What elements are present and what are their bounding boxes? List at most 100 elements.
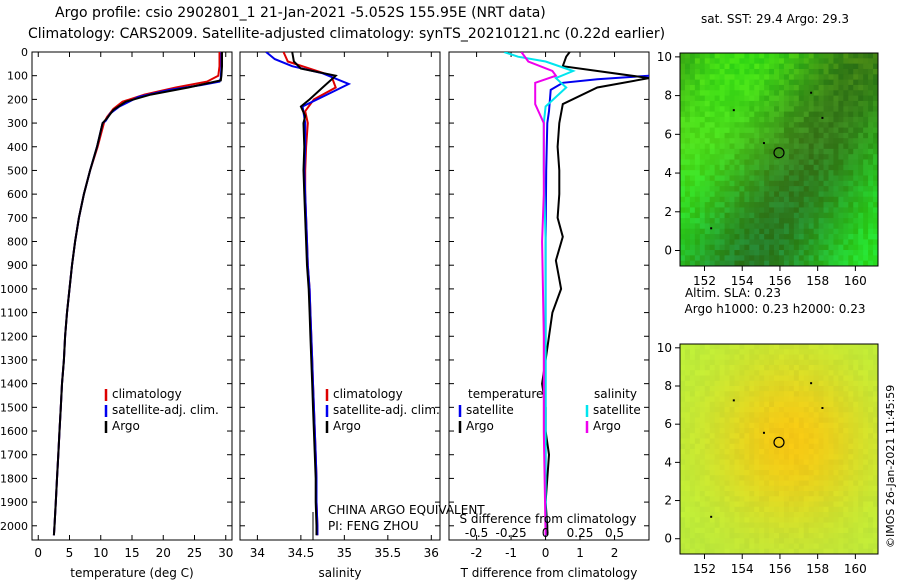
- heatmap-cell: [863, 255, 869, 262]
- heatmap-cell: [838, 443, 844, 450]
- heatmap-cell: [863, 180, 869, 187]
- heatmap-cell: [744, 53, 750, 59]
- heatmap-cell: [759, 475, 765, 481]
- heatmap-cell: [724, 470, 730, 476]
- heatmap-cell: [714, 138, 720, 144]
- heatmap-cell: [734, 438, 740, 445]
- heatmap-cell: [689, 512, 696, 518]
- heatmap-cell: [818, 443, 824, 450]
- heatmap-cell: [873, 501, 879, 508]
- heatmap-cell: [868, 180, 874, 187]
- heatmap-cell: [729, 111, 735, 118]
- heatmap-cell: [704, 433, 711, 439]
- heatmap-cell: [843, 90, 849, 97]
- heatmap-cell: [769, 349, 775, 355]
- heatmap-cell: [739, 443, 745, 450]
- heatmap-cell: [828, 433, 834, 439]
- heatmap-cell: [838, 250, 844, 256]
- heatmap-cell: [734, 485, 740, 492]
- heatmap-cell: [734, 122, 740, 128]
- heatmap-cell: [779, 260, 785, 267]
- heatmap-cell: [744, 480, 750, 487]
- heatmap-cell: [863, 454, 869, 460]
- heatmap-cell: [739, 260, 745, 267]
- heatmap-cell: [779, 548, 785, 555]
- heatmap-cell: [813, 454, 819, 460]
- heatmap-cell: [813, 53, 819, 59]
- heatmap-cell: [689, 191, 696, 198]
- heatmap-cell: [803, 485, 810, 492]
- heatmap-cell: [739, 412, 745, 418]
- heatmap-cell: [793, 223, 800, 230]
- heatmap-cell: [803, 517, 810, 523]
- heatmap-cell: [858, 522, 864, 529]
- heatmap-cell: [759, 386, 765, 392]
- heatmap-cell: [823, 480, 829, 487]
- heatmap-cell: [873, 79, 879, 86]
- heatmap-cell: [838, 79, 844, 86]
- heatmap-cell: [848, 164, 854, 171]
- heatmap-cell: [684, 391, 691, 397]
- heatmap-cell: [749, 428, 755, 434]
- heatmap-cell: [853, 522, 859, 529]
- heatmap-cell: [694, 116, 701, 123]
- heatmap-cell: [694, 470, 701, 476]
- heatmap-cell: [694, 159, 701, 166]
- heatmap-cell: [843, 100, 849, 107]
- heatmap-cell: [709, 470, 716, 476]
- heatmap-cell: [838, 68, 844, 75]
- heatmap-cell: [833, 58, 839, 65]
- heatmap-cell: [714, 196, 720, 203]
- heatmap-cell: [823, 459, 829, 466]
- heatmap-cell: [709, 454, 716, 460]
- heatmap-cell: [769, 412, 775, 418]
- heatmap-cell: [793, 132, 800, 139]
- heatmap-cell: [694, 143, 701, 150]
- heatmap-cell: [823, 58, 829, 65]
- heatmap-cell: [684, 58, 691, 65]
- heatmap-cell: [868, 196, 874, 203]
- heatmap-cell: [694, 543, 701, 550]
- heatmap-cell: [694, 154, 701, 160]
- heatmap-cell: [823, 506, 829, 513]
- heatmap-cell: [853, 344, 859, 350]
- heatmap-cell: [739, 250, 745, 256]
- heatmap-cell: [833, 475, 839, 481]
- heatmap-cell: [689, 207, 696, 214]
- heatmap-cell: [699, 202, 706, 208]
- heatmap-cell: [803, 106, 810, 112]
- heatmap-cell: [724, 407, 730, 413]
- heatmap-cell: [704, 95, 711, 102]
- heatmap-cell: [699, 148, 706, 155]
- heatmap-cell: [744, 170, 750, 176]
- heatmap-cell: [754, 106, 760, 112]
- heatmap-cell: [838, 186, 844, 192]
- heatmap-cell: [754, 186, 760, 192]
- heatmap-cell: [699, 84, 706, 91]
- heatmap-cell: [833, 234, 839, 240]
- heatmap-cell: [724, 354, 730, 361]
- heatmap-cell: [709, 84, 716, 91]
- heatmap-cell: [689, 260, 696, 267]
- heatmap-cell: [759, 79, 765, 86]
- heatmap-cell: [724, 95, 730, 102]
- heatmap-cell: [774, 159, 780, 166]
- heatmap-cell: [783, 454, 790, 460]
- heatmap-cell: [868, 433, 874, 439]
- heatmap-cell: [868, 459, 874, 466]
- heatmap-cell: [808, 370, 815, 376]
- heatmap-cell: [714, 116, 720, 123]
- heatmap-cell: [704, 386, 711, 392]
- heatmap-cell: [808, 443, 815, 450]
- heatmap-cell: [823, 111, 829, 118]
- heatmap-cell: [744, 428, 750, 434]
- heatmap-cell: [853, 433, 859, 439]
- heatmap-cell: [813, 244, 819, 251]
- heatmap-cell: [684, 491, 691, 497]
- heatmap-cell: [818, 433, 824, 439]
- heatmap-cell: [808, 244, 815, 251]
- map-y-tick-label: 4: [664, 455, 672, 469]
- heatmap-cell: [823, 354, 829, 361]
- heatmap-cell: [818, 506, 824, 513]
- heatmap-cell: [858, 255, 864, 262]
